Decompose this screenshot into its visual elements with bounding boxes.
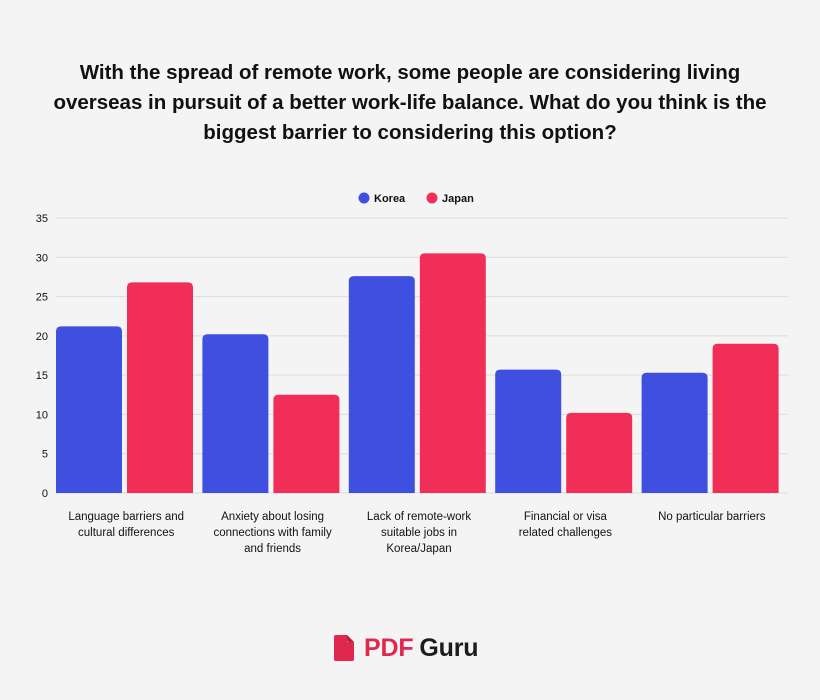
- bar-korea-2: [202, 334, 269, 493]
- legend-label-korea: Korea: [374, 193, 406, 205]
- brand-logo: PDF Guru: [334, 630, 479, 666]
- y-tick-label: 30: [36, 252, 48, 264]
- legend-label-japan: Japan: [442, 193, 474, 205]
- bar-korea-4: [495, 369, 562, 493]
- bar-korea-3: [348, 276, 415, 493]
- bar-japan-1: [127, 282, 193, 493]
- bars: [56, 253, 779, 493]
- y-tick-label: 0: [42, 488, 48, 500]
- bar-japan-5: [712, 343, 779, 493]
- bar-korea-1: [56, 326, 122, 493]
- legend-marker-japan: [426, 192, 438, 204]
- brand-guru-text: Guru: [419, 633, 479, 662]
- y-tick-label: 20: [36, 331, 48, 343]
- x-tick-label: No particular barriers: [658, 511, 766, 523]
- x-tick-label: Lack of remote-work suitable jobs in Korea…: [367, 511, 471, 555]
- x-tick-label: Financial or visa related challenges: [519, 511, 613, 539]
- x-tick-label: Language barriers and cultural difference…: [68, 511, 184, 539]
- bar-japan-4: [566, 412, 633, 493]
- y-tick-label: 25: [36, 292, 48, 304]
- y-tick-label: 15: [36, 370, 48, 382]
- x-axis: Language barriers and cultural difference…: [68, 511, 765, 555]
- bar-korea-5: [641, 372, 708, 493]
- chart-title: With the spread of remote work, some peo…: [53, 61, 767, 144]
- y-tick-label: 5: [42, 449, 48, 461]
- y-tick-label: 10: [36, 409, 48, 421]
- bar-japan-2: [273, 394, 340, 493]
- bar-japan-3: [419, 253, 486, 493]
- legend: Korea Japan: [358, 192, 474, 205]
- pdf-document-icon: [334, 635, 354, 661]
- bar-chart: Korea Japan 0 5 10 15 20 25 30 35 Language barri…: [36, 192, 788, 555]
- brand-pdf-text: PDF: [364, 633, 414, 662]
- y-axis: 0 5 10 15 20 25 30 35: [36, 213, 48, 500]
- x-tick-label: Anxiety about losing connections with fam…: [213, 511, 331, 555]
- y-tick-label: 35: [36, 213, 48, 225]
- legend-marker-korea: [358, 192, 370, 204]
